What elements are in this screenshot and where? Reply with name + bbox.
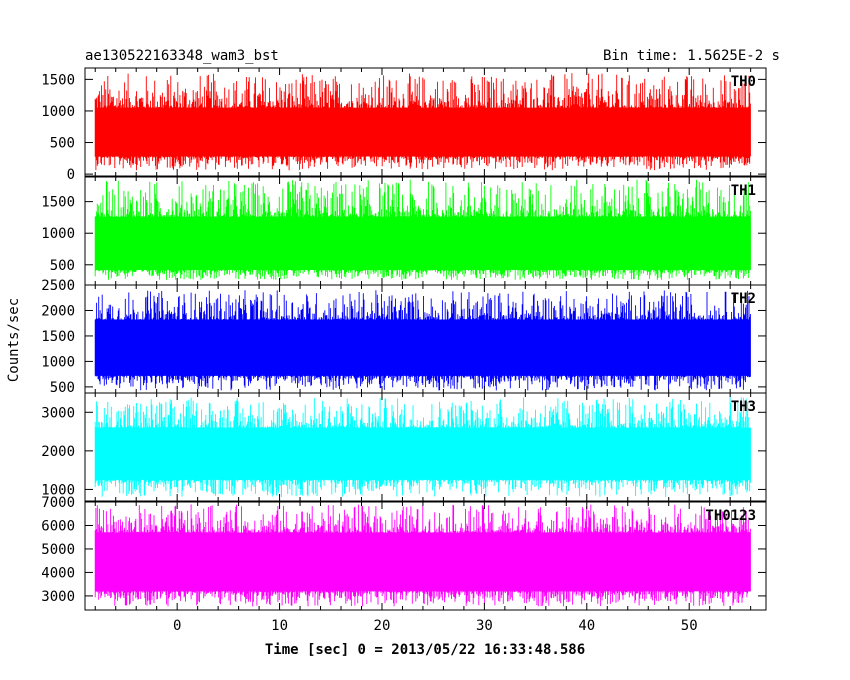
y-tick-label: 500 (50, 136, 75, 152)
y-tick-label: 1000 (41, 354, 75, 370)
chart-title: ae130522163348_wam3_bst (85, 48, 279, 64)
x-tick-label: 20 (374, 618, 391, 634)
y-tick-label: 3000 (41, 589, 75, 605)
panel-label: TH2 (731, 291, 756, 307)
panel-frame (84, 67, 767, 177)
y-tick-label: 1000 (41, 226, 75, 242)
panel-frame (84, 392, 767, 502)
panel-label: TH3 (731, 399, 756, 415)
y-axis-label: Counts/sec (6, 298, 22, 382)
panel-th2: TH2 500 1000 1500 2000 2500 (41, 278, 767, 396)
y-tick-label: 3000 (41, 405, 75, 421)
panel-frame (84, 501, 767, 611)
panel-label: TH0123 (705, 508, 756, 524)
y-tick-label: 1000 (41, 104, 75, 120)
y-tick-label: 2000 (41, 303, 75, 319)
y-tick-label: 500 (50, 380, 75, 396)
panel-th0123: TH0123 3000 4000 5000 6000 7000 (41, 495, 767, 611)
y-tick-label: 1500 (41, 329, 75, 345)
series-line-th3 (94, 397, 751, 498)
x-tick-label: 30 (476, 618, 493, 634)
y-tick-label: 500 (50, 258, 75, 274)
y-tick-label: 1000 (41, 482, 75, 498)
series-line-th0 (94, 73, 751, 171)
y-tick-label: 5000 (41, 542, 75, 558)
x-tick-label: 0 (173, 618, 181, 634)
x-axis-label: Time [sec] 0 = 2013/05/22 16:33:48.586 (265, 642, 585, 658)
x-tick-label: 10 (271, 618, 288, 634)
panel-th3: TH3 1000 2000 3000 (41, 392, 767, 502)
y-tick-label: 0 (67, 167, 75, 183)
y-tick-label: 6000 (41, 518, 75, 534)
chart-subtitle: Bin time: 1.5625E-2 s (603, 48, 780, 64)
series-line-th2 (94, 290, 751, 391)
panel-th0: TH0 0 500 1000 1500 (41, 67, 767, 183)
y-tick-label: 1500 (41, 195, 75, 211)
y-tick-label: 4000 (41, 565, 75, 581)
y-tick-label: 2000 (41, 444, 75, 460)
x-tick-label: 50 (681, 618, 698, 634)
panel-th1: TH1 500 1000 1500 (41, 176, 767, 286)
panel-label: TH1 (731, 183, 756, 199)
series-line-th1 (94, 179, 751, 280)
series-line-th0123 (94, 504, 751, 607)
x-tick-label: 40 (578, 618, 595, 634)
y-tick-label: 1500 (41, 72, 75, 88)
y-tick-label: 2500 (41, 278, 75, 294)
y-tick-label: 7000 (41, 495, 75, 511)
panel-label: TH0 (731, 74, 756, 90)
